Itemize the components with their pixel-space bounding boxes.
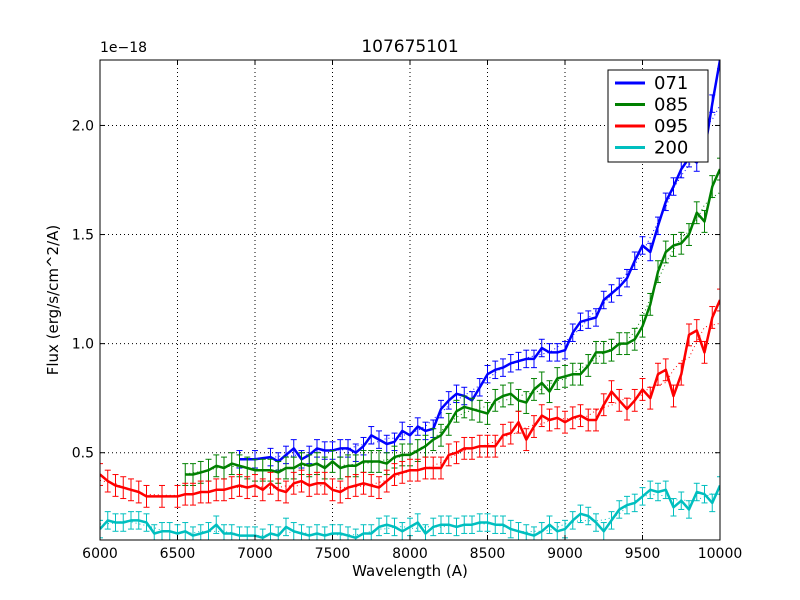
x-tick-label: 10000: [698, 546, 743, 562]
y-scale-offset: 1e−18: [100, 40, 147, 56]
x-tick-label: 9500: [625, 546, 661, 562]
y-tick-label: 0.5: [72, 446, 94, 462]
legend-label-071: 071: [654, 73, 688, 94]
x-axis-label: Wavelength (A): [352, 562, 468, 580]
series-line: [185, 168, 720, 476]
y-tick-label: 1.5: [72, 228, 94, 244]
y-tick-label: 1.0: [72, 337, 94, 353]
x-tick-label: 8500: [470, 546, 506, 562]
series-line: [100, 484, 720, 540]
legend-label-095: 095: [654, 116, 688, 137]
series-071: [236, 60, 720, 471]
y-axis-label: Flux (erg/s/cm^2/A): [44, 225, 62, 376]
x-tick-label: 7500: [315, 546, 351, 562]
x-tick-label: 6500: [160, 546, 196, 562]
series-line: [100, 299, 720, 498]
x-tick-label: 9000: [547, 546, 583, 562]
series-200: [100, 476, 720, 540]
legend-label-085: 085: [654, 95, 688, 116]
x-tick-label: 7000: [237, 546, 273, 562]
chart-title: 107675101: [361, 37, 458, 57]
x-tick-label: 6000: [82, 546, 118, 562]
y-tick-label: 2.0: [72, 118, 94, 134]
axis-ticks: 6000 6500 7000 7500 8000 8500 9000 9500 10000 0.5…: [72, 60, 743, 562]
x-tick-label: 8000: [392, 546, 428, 562]
series-layer: [100, 60, 720, 540]
series-095: [100, 288, 720, 508]
legend-label-200: 200: [654, 138, 688, 159]
